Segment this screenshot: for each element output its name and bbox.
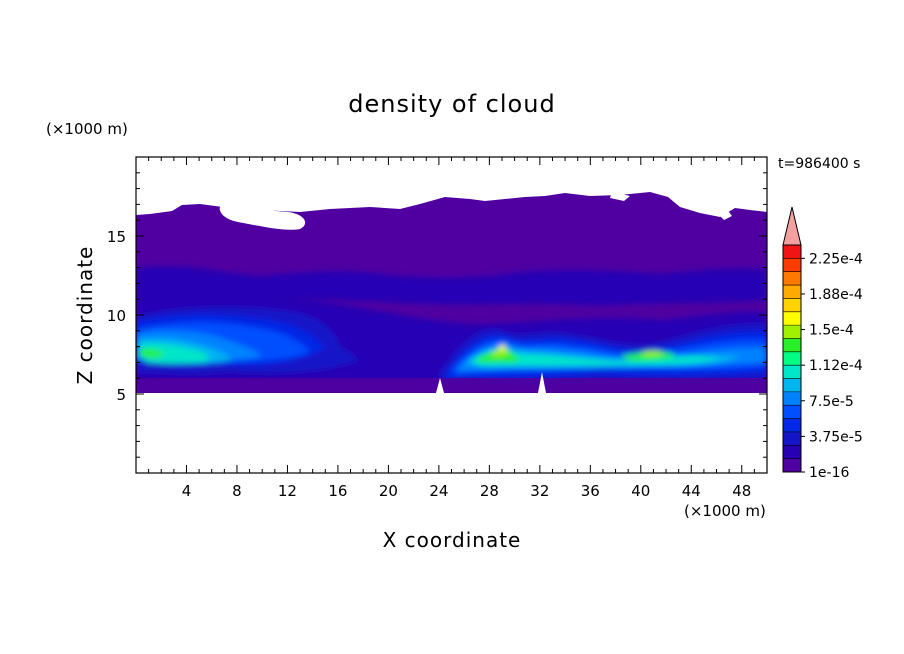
y-tick-label: 10: [107, 307, 126, 325]
colorbar: 2.25e-4 1.88e-4 1.5e-4 1.12e-4 7.5e-5 3.75e-5…: [782, 206, 863, 481]
x-tick-label: 16: [328, 482, 347, 500]
colorbar-level: [783, 351, 801, 366]
colorbar-level: [783, 458, 801, 473]
y-axis: 5 10 15: [107, 172, 767, 458]
colorbar-level: [783, 271, 801, 286]
colorbar-level: [783, 365, 801, 379]
colorbar-tick-label: 1.88e-4: [809, 287, 863, 303]
x-tick-label: 8: [232, 482, 242, 500]
x-tick-label: 44: [682, 482, 701, 500]
x-tick-label: 24: [429, 482, 448, 500]
density-bands: [136, 266, 767, 387]
x-axis: 4 8 12 16 20 24 28 32 36 40 44 48: [148, 157, 755, 500]
colorbar-level: [783, 445, 801, 459]
colorbar-extend-arrow: [782, 206, 802, 246]
chart-title: density of cloud: [348, 90, 555, 118]
cloud-gap: [610, 192, 630, 201]
colorbar-level: [783, 391, 801, 406]
colorbar-level: [783, 245, 801, 259]
colorbar-tick-label: 2.25e-4: [809, 251, 863, 267]
colorbar-level: [783, 311, 801, 326]
time-label: t=986400 s: [778, 156, 860, 172]
x-axis-label: X coordinate: [383, 528, 522, 552]
y-tick-label: 15: [107, 228, 126, 246]
x-unit-label: (×1000 m): [684, 502, 766, 520]
colorbar-level: [783, 431, 801, 446]
colorbar-level: [783, 378, 801, 393]
y-axis-label: Z coordinate: [73, 246, 97, 385]
colorbar-level: [783, 285, 801, 299]
cloud-gap: [436, 378, 444, 393]
y-unit-label: (×1000 m): [46, 120, 128, 138]
x-tick-label: 4: [182, 482, 192, 500]
colorbar-level: [783, 418, 801, 433]
colorbar-level: [783, 298, 801, 313]
colorbar-level: [783, 325, 801, 339]
colorbar-tick-label: 3.75e-5: [809, 429, 863, 445]
cloud-gap: [538, 372, 546, 393]
plot-area: [136, 157, 767, 473]
cloud-gap: [718, 208, 732, 220]
x-tick-label: 12: [278, 482, 297, 500]
x-tick-label: 36: [581, 482, 600, 500]
x-tick-label: 28: [480, 482, 499, 500]
cloud-base: [136, 378, 767, 393]
colorbar-tick-label: 1.5e-4: [809, 323, 854, 339]
x-tick-label: 48: [732, 482, 751, 500]
x-tick-label: 40: [631, 482, 650, 500]
colorbar-level: [783, 258, 801, 273]
colorbar-tick-label: 7.5e-5: [809, 394, 854, 410]
colorbar-tick-label: 1e-16: [809, 465, 849, 481]
colorbar-level: [783, 338, 801, 353]
x-tick-label: 20: [379, 482, 398, 500]
x-tick-label: 32: [530, 482, 549, 500]
colorbar-level: [783, 405, 801, 419]
cloud-gap: [219, 204, 306, 230]
colorbar-tick-label: 1.12e-4: [809, 358, 863, 374]
y-tick-label: 5: [116, 386, 126, 404]
